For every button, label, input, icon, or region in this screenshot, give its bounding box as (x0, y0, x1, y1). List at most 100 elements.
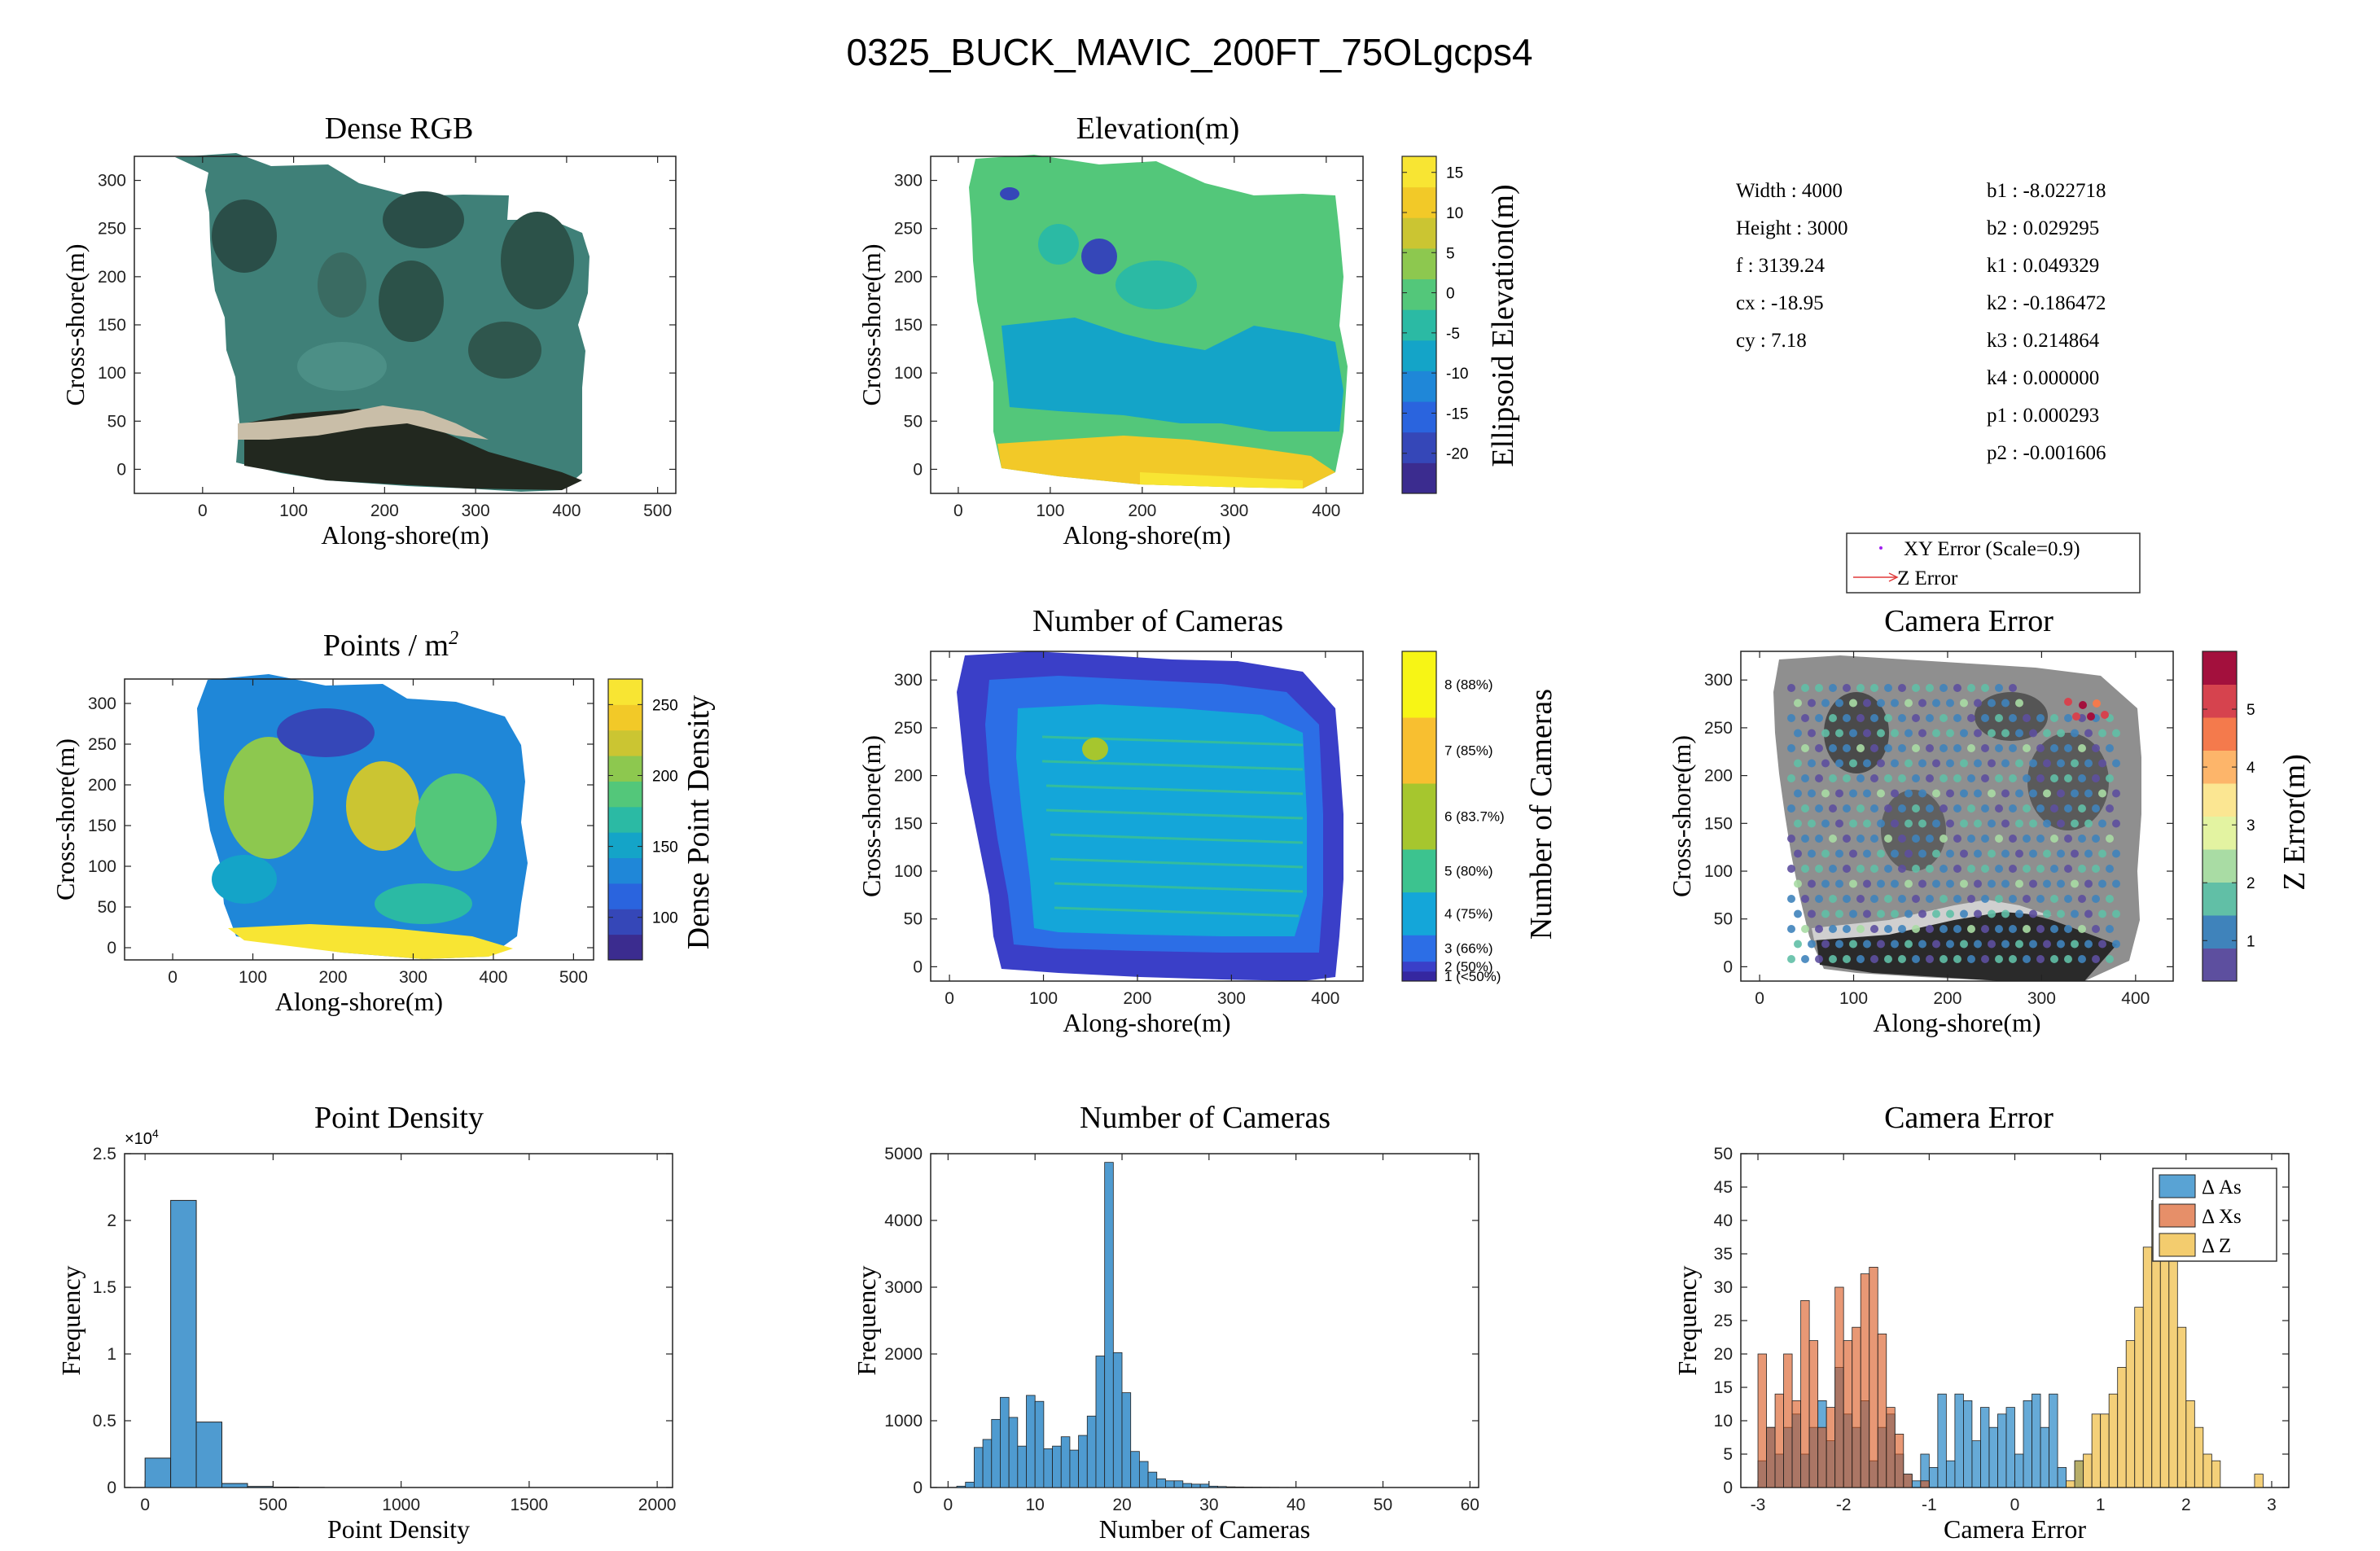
camera-error-point (2071, 909, 2079, 918)
colorbar-tick-label: 2 (2246, 875, 2255, 892)
camera-error-point (1843, 684, 1851, 692)
flight-line (1041, 735, 1304, 747)
histogram-bar (974, 1447, 984, 1488)
x-tick-label: 0 (944, 1496, 953, 1514)
y-tick-label: 100 (894, 862, 923, 881)
point-density-map-title: Points / m2 (323, 628, 458, 663)
camera-error-point (1995, 865, 2003, 873)
colorbar-segment (2202, 948, 2237, 982)
camera-error-point (1967, 684, 1975, 692)
camera-error-point (1940, 684, 1948, 692)
camera-error-point (1829, 744, 1837, 752)
camera-error-point (1960, 819, 1968, 828)
colorbar-segment (608, 909, 642, 935)
camera-error-point (2023, 835, 2031, 843)
colorbar-tick-label: 5 (2246, 702, 2255, 719)
elevation-colorbar: -20 -15 -10 -5 0 5 10 15 (1401, 156, 1468, 494)
camera-error-point (1821, 759, 1830, 768)
camera-error-point (1815, 955, 1823, 963)
camera-error-point (2057, 759, 2065, 768)
x-tick-label: 400 (1311, 989, 1339, 1008)
y-tick-label: 300 (894, 172, 923, 191)
camera-error-point (1898, 865, 1906, 873)
camera-error-point (2036, 925, 2045, 933)
elevation-map (969, 155, 1348, 489)
y-tick-label: 250 (1704, 719, 1733, 738)
camera-error-point (1884, 714, 1892, 722)
camera-error-point (1856, 774, 1865, 782)
y-tick-label: 150 (88, 817, 116, 835)
camera-error-point (1821, 940, 1830, 949)
colorbar-segment (2202, 750, 2237, 784)
camera-error-point (1898, 774, 1906, 782)
num-cameras-map-title: Number of Cameras (1032, 604, 1283, 638)
camera-error-point (1967, 774, 1975, 782)
colorbar-level (1402, 783, 1436, 850)
colorbar-tick-label: 200 (652, 768, 678, 785)
y-tick-label: 300 (88, 694, 116, 713)
camera-error-point (2057, 879, 2065, 888)
x-axis-label: Point Density (327, 1514, 470, 1544)
camera-error-point (1884, 804, 1892, 813)
camera-error-point (1829, 865, 1837, 873)
y-tick-label: 150 (894, 316, 923, 335)
x-tick-label: 30 (1199, 1496, 1218, 1514)
camera-error-point (1794, 940, 1802, 949)
histogram-bar (1808, 1340, 1819, 1488)
histogram-bar (1911, 1480, 1922, 1488)
flight-line (1054, 882, 1304, 893)
camera-error-point (1843, 744, 1851, 752)
camera-error-point (1926, 744, 1934, 752)
camera-error-point (1967, 955, 1975, 963)
legend-swatch (2159, 1233, 2196, 1257)
x-tick-label: 1500 (511, 1496, 549, 1514)
camera-error-point (1843, 774, 1851, 782)
camera-error-point (1815, 744, 1823, 752)
camera-error-point (2015, 909, 2023, 918)
camera-error-point (1815, 804, 1823, 813)
camera-error-point (1974, 849, 1982, 858)
camera-error-point (1988, 940, 1996, 949)
y-axis-label: Frequency (1672, 1265, 1702, 1375)
colorbar-level (1402, 849, 1436, 893)
camera-error-point (1960, 729, 1968, 738)
histogram-bar (1774, 1393, 1784, 1488)
y-tick-label: 100 (894, 364, 923, 383)
histogram-bar (1928, 1467, 1939, 1488)
y-tick-label: 300 (1704, 671, 1733, 690)
camera-error-point (1953, 714, 1961, 722)
axes-box (124, 1153, 673, 1488)
camera-error-point (2064, 714, 2072, 722)
camera-error-point (1981, 684, 1989, 692)
camera-error-point (1815, 714, 1823, 722)
camera-error-point (1870, 684, 1878, 692)
camera-error-point (1884, 835, 1892, 843)
panel-elevation: Elevation(m) 0 100 200 300 40005010015020025… (857, 112, 1520, 550)
histogram-bar (991, 1418, 1001, 1488)
camera-error-point (1953, 955, 1961, 963)
histogram-bar (1112, 1352, 1123, 1488)
camera-error-point (2057, 909, 2065, 918)
camera-error-point (1946, 699, 1954, 708)
camera-error-point (1967, 804, 1975, 813)
y-tick-label: 10 (1714, 1412, 1733, 1431)
colorbar-segment (2202, 816, 2237, 850)
camera-error-point (1891, 819, 1899, 828)
camera-error-point (1870, 925, 1878, 933)
camera-error-point (2029, 789, 2037, 798)
y-tick-label: 45 (1714, 1178, 1733, 1197)
camera-error-point (2050, 774, 2058, 782)
legend-xy-error: XY Error (Scale=0.9) (1904, 538, 2080, 560)
camera-error-point (1981, 774, 1989, 782)
intrinsic-row: k4 : 0.000000 (1987, 367, 2099, 389)
camera-error-point (1801, 835, 1809, 843)
panel-hist-num-cameras: Number of Cameras 0 10 20 30 40 50 60 0 1000 2000… (852, 1101, 1479, 1544)
histogram-bar (2176, 1326, 2187, 1488)
z-error-colorbar: 1 2 3 4 5 (2202, 651, 2255, 982)
camera-error-point (2057, 940, 2065, 949)
camera-error-point (1904, 909, 1913, 918)
y-tick-label: 50 (1714, 910, 1733, 929)
camera-error-point (1904, 699, 1913, 708)
camera-error-point (2112, 909, 2120, 918)
histogram-bar (2134, 1307, 2144, 1488)
